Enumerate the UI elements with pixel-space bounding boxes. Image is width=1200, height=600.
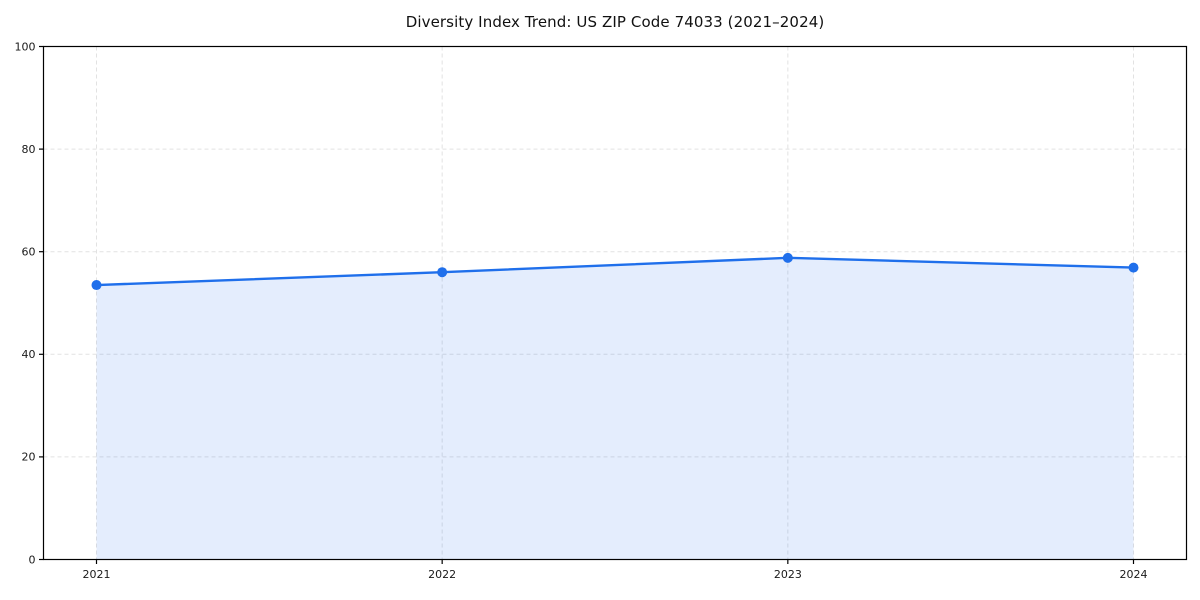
- chart-title: Diversity Index Trend: US ZIP Code 74033…: [405, 13, 825, 31]
- x-axis-tick-label: 2021: [83, 568, 111, 581]
- y-axis-tick-label: 100: [15, 40, 36, 53]
- x-axis-tick-label: 2024: [1120, 568, 1148, 581]
- y-axis-tick-label: 80: [22, 143, 36, 156]
- data-point: [91, 280, 102, 291]
- data-point: [782, 252, 793, 263]
- x-axis-tick-label: 2023: [774, 568, 802, 581]
- axes: 0 20 40 60 80 100 2021 2022 2023 2024: [15, 40, 1148, 581]
- trend-line: [95, 256, 1135, 287]
- y-axis-tick-label: 60: [22, 246, 36, 259]
- area-fill: [96, 257, 1134, 560]
- y-axis-tick-label: 0: [29, 553, 36, 566]
- data-points: [91, 252, 1139, 291]
- x-axis-tick-label: 2022: [428, 568, 456, 581]
- y-axis-tick-label: 40: [22, 348, 36, 361]
- y-axis-tick-label: 20: [22, 451, 36, 464]
- plot-border: [42, 45, 1188, 561]
- data-point: [1128, 262, 1139, 273]
- data-point: [437, 267, 448, 278]
